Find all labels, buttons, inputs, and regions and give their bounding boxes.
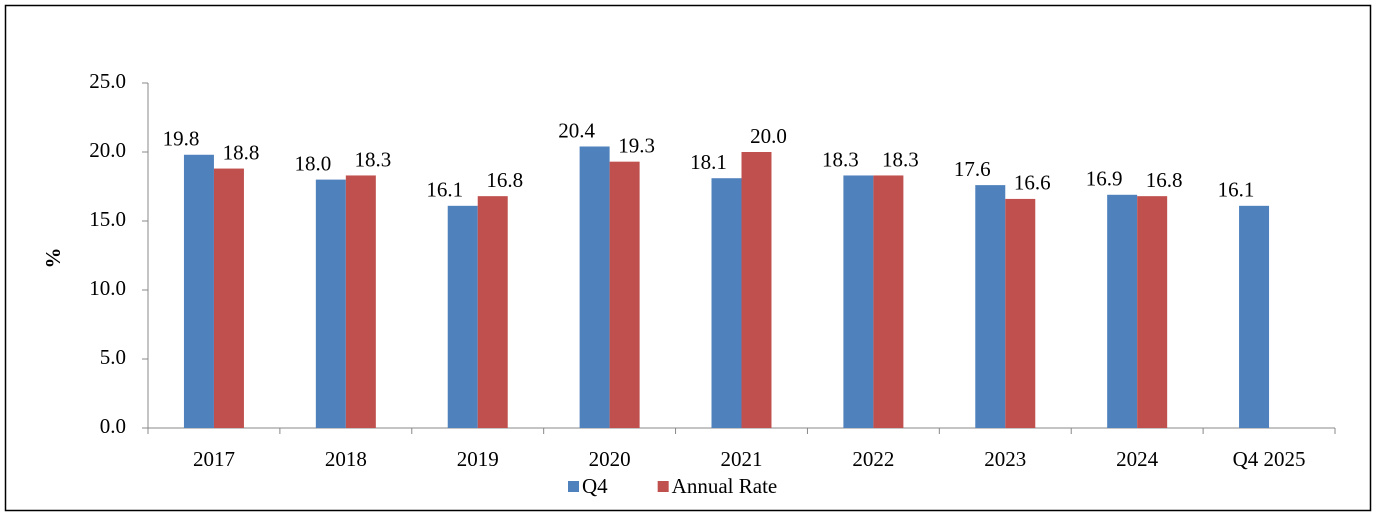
data-label: 17.6 (954, 157, 991, 181)
legend-label: Q4 (582, 474, 608, 498)
data-label: 18.3 (354, 147, 391, 171)
bar (609, 161, 640, 428)
bar (447, 205, 478, 428)
data-label: 18.1 (690, 150, 727, 174)
data-label: 16.1 (1218, 178, 1255, 202)
x-tick-label: 2020 (589, 447, 631, 471)
x-tick-label: 2019 (457, 447, 499, 471)
data-label: 19.8 (163, 127, 200, 151)
legend-swatch (568, 481, 579, 492)
x-tick-label: 2022 (852, 447, 894, 471)
bar (741, 152, 772, 428)
data-label: 18.3 (882, 147, 919, 171)
data-label: 16.8 (1146, 168, 1183, 192)
y-tick-label: 5.0 (100, 345, 126, 369)
data-label: 18.8 (223, 140, 260, 164)
y-tick-label: 0.0 (100, 414, 126, 438)
data-label: 19.3 (618, 133, 655, 157)
data-label: 18.0 (294, 151, 331, 175)
bar (1005, 198, 1036, 428)
bar (843, 175, 874, 428)
bar (315, 179, 346, 428)
x-tick-label: 2023 (984, 447, 1026, 471)
bar (477, 196, 508, 428)
legend-swatch (657, 481, 669, 492)
bar (345, 175, 376, 428)
y-tick-label: 20.0 (89, 138, 126, 162)
x-tick-label: 2018 (325, 447, 367, 471)
bar (183, 154, 214, 428)
bar (1107, 194, 1138, 428)
bar (579, 146, 610, 429)
y-tick-label: 10.0 (89, 276, 126, 300)
y-tick-label: 15.0 (89, 207, 126, 231)
x-tick-label: 2021 (721, 447, 763, 471)
x-tick-label: Q4 2025 (1233, 447, 1306, 471)
data-label: 16.9 (1086, 167, 1123, 191)
legend-label: Annual Rate (672, 474, 778, 498)
bar (711, 178, 742, 428)
y-tick-label: 25.0 (89, 69, 126, 93)
bar (1137, 196, 1168, 428)
x-tick-label: 2017 (193, 447, 235, 471)
data-label: 16.1 (426, 178, 463, 202)
data-label: 16.6 (1014, 171, 1051, 195)
bar (1239, 205, 1270, 428)
bar (975, 185, 1006, 428)
bar (873, 175, 904, 428)
bar (213, 168, 244, 428)
data-label: 20.4 (558, 118, 595, 142)
data-label: 16.8 (486, 168, 523, 192)
x-tick-label: 2024 (1116, 447, 1159, 471)
data-label: 20.0 (750, 124, 787, 148)
y-axis-title: % (41, 248, 65, 269)
data-label: 18.3 (822, 147, 859, 171)
